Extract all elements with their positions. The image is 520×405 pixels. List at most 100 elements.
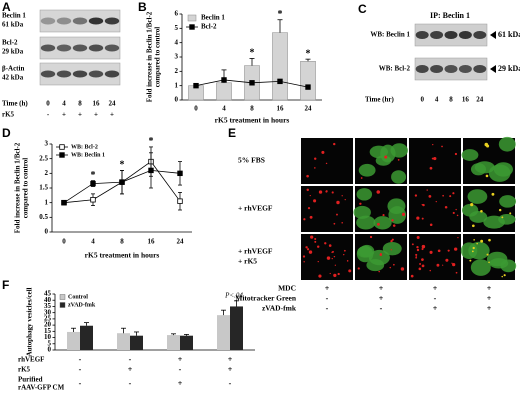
treatment-label: rK5 <box>2 111 15 119</box>
vesicle <box>314 238 317 241</box>
y-tick-label: 5 <box>175 24 179 32</box>
legend-swatch <box>59 294 66 300</box>
condition-value: + <box>379 294 384 303</box>
y-tick-label: 0.5 <box>39 213 48 221</box>
vesicle <box>485 174 489 178</box>
vesicle <box>471 224 475 228</box>
time-value: 0 <box>46 100 50 108</box>
vesicle <box>331 191 334 194</box>
vesicle <box>498 208 502 212</box>
y-tick-label: 1 <box>45 198 49 206</box>
vesicle <box>334 264 336 266</box>
vesicle <box>476 242 478 245</box>
vesicle <box>336 200 340 205</box>
y-axis-label: Autophagy vesicles/cell <box>26 287 34 356</box>
vesicle <box>343 253 345 256</box>
cell <box>356 188 373 201</box>
y-tick-label: 2 <box>45 169 49 177</box>
bar <box>216 82 232 101</box>
marker <box>193 82 199 89</box>
vesicle <box>472 246 475 250</box>
condition-label: Purified <box>18 376 43 384</box>
vesicle <box>376 222 380 226</box>
row-label: + rhVEGF <box>238 204 273 213</box>
vesicle <box>454 247 458 251</box>
y-tick-label: 3 <box>175 53 179 61</box>
blot-row-label: WB: Bcl-2 <box>379 65 411 73</box>
condition-value: + <box>228 355 233 364</box>
time-value: 16 <box>93 100 101 108</box>
cell <box>369 145 389 159</box>
vesicle <box>437 249 441 253</box>
vesicle <box>418 267 422 271</box>
cell <box>461 149 479 161</box>
legend-marker <box>59 144 65 150</box>
vesicle <box>414 194 418 197</box>
vesicle <box>313 199 317 203</box>
x-tick-label: 16 <box>148 238 156 246</box>
vesicle <box>452 192 455 195</box>
legend-label: zVAD-fmk <box>68 302 96 308</box>
vesicle <box>369 235 373 239</box>
vesicle <box>384 155 388 159</box>
vesicle <box>455 271 458 274</box>
panel-label: D <box>2 126 11 140</box>
y-tick-label: 1 <box>175 81 179 89</box>
blot-title: IP: Beclin 1 <box>430 11 470 20</box>
bar <box>217 315 230 350</box>
vesicle <box>444 205 448 209</box>
row-label: 5% FBS <box>238 156 265 165</box>
vesicle <box>416 245 419 249</box>
vesicle <box>303 261 305 263</box>
cell <box>474 161 495 174</box>
vesicle <box>341 195 343 197</box>
y-tick-label: 2.5 <box>39 154 48 162</box>
y-axis-label: compared to control <box>22 158 30 218</box>
treatment-value: - <box>47 111 50 119</box>
condition-value: - <box>326 304 329 313</box>
vesicle <box>317 260 319 263</box>
y-tick-label: 0 <box>48 346 52 354</box>
vesicle <box>376 190 381 194</box>
micrograph <box>409 138 461 184</box>
bar <box>130 335 143 350</box>
y-tick-label: 1.5 <box>39 184 48 192</box>
vesicle <box>391 238 394 241</box>
blot-size-label: 61 kDa <box>498 30 520 39</box>
marker <box>61 199 67 206</box>
vesicle <box>332 250 334 253</box>
vesicle <box>318 274 322 278</box>
time-value: 8 <box>449 96 453 104</box>
vesicle <box>400 267 405 271</box>
condition-label: zVAD-fmk <box>262 304 297 313</box>
blot-band <box>458 31 472 39</box>
panel-label: E <box>228 126 236 140</box>
annotation: * <box>306 48 311 59</box>
bar <box>80 325 93 350</box>
vesicle <box>391 219 394 222</box>
cell <box>498 213 516 225</box>
legend-label: WB: Beclin 1 <box>71 152 105 158</box>
y-tick-label: 40 <box>44 296 52 304</box>
y-tick-label: 25 <box>44 314 52 322</box>
vesicle <box>382 214 385 217</box>
vesicle <box>331 257 333 260</box>
legend-label: WB: Bcl-2 <box>71 144 98 150</box>
vesicle <box>428 194 432 198</box>
time-value: 0 <box>420 96 424 104</box>
marker <box>148 167 154 174</box>
bar <box>180 335 193 350</box>
panel-label: A <box>2 0 11 14</box>
cell <box>358 163 376 177</box>
vesicle <box>343 249 346 252</box>
blot-row-label: WB: Beclin 1 <box>370 31 410 39</box>
vesicle <box>303 218 306 221</box>
vesicle <box>501 275 503 278</box>
bar <box>117 333 130 350</box>
vesicle <box>390 249 392 251</box>
vesicle <box>416 248 420 252</box>
bar <box>272 32 288 101</box>
y-tick-label: 30 <box>44 308 52 316</box>
marker <box>90 197 96 203</box>
y-tick-label: 0 <box>45 228 49 236</box>
